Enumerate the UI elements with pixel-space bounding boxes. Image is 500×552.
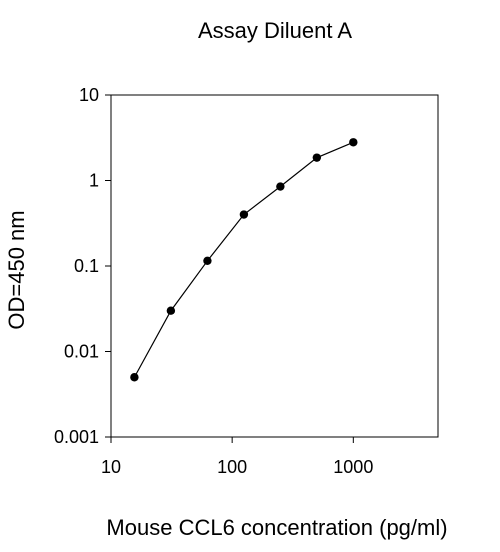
data-point (239, 210, 249, 219)
data-point (203, 256, 212, 266)
data-point (166, 306, 176, 315)
y-tick-label: 0.001 (54, 427, 99, 447)
y-axis-label: OD=450 nm (4, 210, 29, 329)
x-tick-label: 10 (101, 457, 121, 477)
data-point (312, 153, 322, 162)
x-axis-ticks: 10 100 1000 (101, 437, 373, 477)
data-point (130, 373, 139, 382)
y-axis-ticks: 0.001 0.01 0.1 1 10 (54, 85, 111, 447)
x-tick-label: 100 (217, 457, 247, 477)
y-tick-label: 0.01 (64, 342, 99, 362)
x-tick-label: 1000 (333, 457, 373, 477)
data-point (349, 138, 358, 147)
chart-title: Assay Diluent A (198, 18, 352, 43)
series-line (133, 141, 354, 378)
y-tick-label: 1 (89, 171, 99, 191)
y-tick-label: 10 (79, 85, 99, 105)
y-tick-label: 0.1 (74, 256, 99, 276)
data-point (276, 182, 285, 191)
x-axis-label: Mouse CCL6 concentration (pg/ml) (106, 515, 447, 540)
plot-area (110, 94, 439, 438)
data-series (130, 138, 358, 382)
